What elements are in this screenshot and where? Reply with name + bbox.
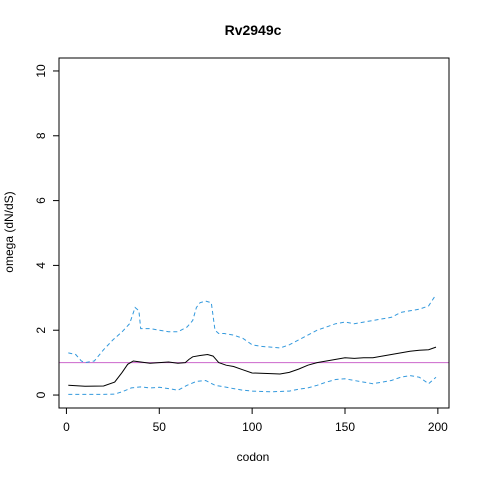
lower-bound-line — [68, 375, 437, 395]
x-tick-label: 150 — [335, 420, 355, 434]
y-tick-label: 8 — [34, 132, 48, 139]
upper-bound-line — [68, 294, 437, 364]
x-axis-label: codon — [237, 450, 270, 464]
y-tick-label: 10 — [34, 64, 48, 78]
y-tick-label: 2 — [34, 327, 48, 334]
x-tick-label: 100 — [242, 420, 262, 434]
x-tick-label: 50 — [153, 420, 167, 434]
estimate-line — [68, 346, 437, 387]
y-tick-label: 6 — [34, 197, 48, 204]
y-axis-label: omega (dN/dS) — [2, 191, 16, 272]
x-tick-label: 0 — [63, 420, 70, 434]
plot-frame — [58, 57, 450, 409]
y-tick-label: 4 — [34, 262, 48, 269]
y-tick-label: 0 — [34, 391, 48, 398]
plot-series — [59, 294, 449, 395]
x-tick-label: 200 — [428, 420, 448, 434]
chart-title: Rv2949c — [225, 22, 282, 38]
x-axis: 0 50 100 150 200 — [63, 408, 448, 434]
y-axis: 0 2 4 6 8 10 — [34, 64, 59, 398]
